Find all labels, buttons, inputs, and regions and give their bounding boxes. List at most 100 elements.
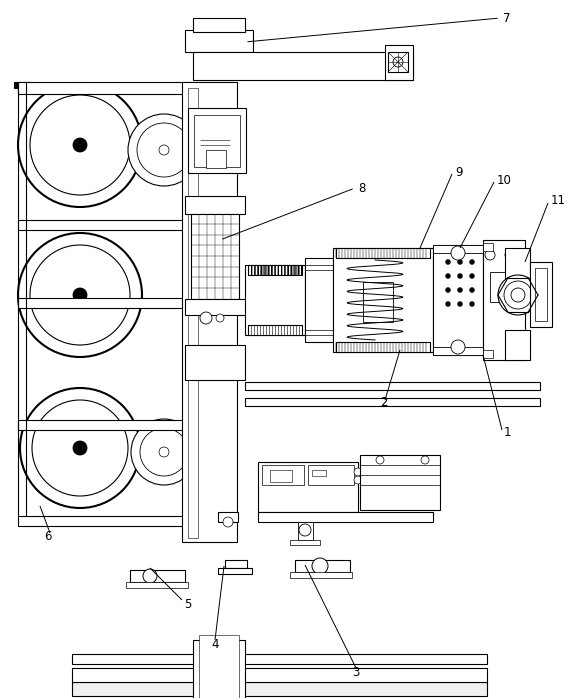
Circle shape <box>30 245 130 345</box>
Bar <box>188 88 198 538</box>
Bar <box>245 265 305 335</box>
Bar <box>308 465 354 485</box>
Bar <box>193 640 245 698</box>
Circle shape <box>445 288 451 292</box>
Bar <box>305 258 333 342</box>
Circle shape <box>393 57 403 67</box>
Bar <box>530 262 552 327</box>
Bar <box>385 45 413 80</box>
Bar <box>130 570 185 582</box>
Bar <box>505 248 530 278</box>
Bar <box>483 240 525 360</box>
Bar <box>258 512 433 522</box>
Circle shape <box>470 260 475 265</box>
Circle shape <box>73 441 87 455</box>
Circle shape <box>421 456 429 464</box>
Bar <box>433 245 483 253</box>
Bar <box>262 465 304 485</box>
Bar <box>72 668 487 682</box>
Bar <box>185 345 245 380</box>
Bar <box>333 248 433 352</box>
Bar <box>193 18 245 32</box>
Circle shape <box>216 314 224 322</box>
Circle shape <box>445 302 451 306</box>
Bar <box>295 560 350 572</box>
Circle shape <box>18 83 142 207</box>
Text: 5: 5 <box>184 597 191 611</box>
Bar <box>72 654 487 664</box>
Circle shape <box>451 340 465 354</box>
Text: 8: 8 <box>358 181 366 195</box>
Circle shape <box>470 302 475 306</box>
Circle shape <box>159 447 169 457</box>
Circle shape <box>354 476 362 484</box>
Bar <box>225 560 247 568</box>
Text: 1: 1 <box>504 426 511 440</box>
Circle shape <box>470 274 475 279</box>
Circle shape <box>445 274 451 279</box>
Circle shape <box>140 428 188 476</box>
Bar <box>290 540 320 545</box>
Bar <box>245 382 540 390</box>
Bar <box>14 82 30 88</box>
Bar <box>18 298 198 308</box>
Bar <box>185 30 253 52</box>
Text: 4: 4 <box>211 637 219 651</box>
Circle shape <box>137 123 191 177</box>
Text: 2: 2 <box>380 396 388 410</box>
Bar <box>191 214 239 299</box>
Circle shape <box>143 569 157 583</box>
Bar <box>433 245 483 355</box>
Bar <box>194 115 240 167</box>
Circle shape <box>223 517 233 527</box>
Bar <box>336 342 430 352</box>
Bar <box>270 470 292 482</box>
Bar <box>72 682 487 696</box>
Circle shape <box>457 260 463 265</box>
Circle shape <box>18 233 142 357</box>
Circle shape <box>485 250 495 260</box>
Bar <box>188 108 246 173</box>
Circle shape <box>73 288 87 302</box>
Bar <box>218 568 252 574</box>
Bar <box>18 516 198 526</box>
Circle shape <box>30 95 130 195</box>
Text: 7: 7 <box>503 11 510 24</box>
Circle shape <box>159 145 169 155</box>
Circle shape <box>128 114 200 186</box>
Bar <box>433 347 483 355</box>
Circle shape <box>457 302 463 306</box>
Bar <box>248 325 302 335</box>
Text: 6: 6 <box>44 530 52 544</box>
Circle shape <box>131 419 197 485</box>
Circle shape <box>457 274 463 279</box>
Circle shape <box>299 524 311 536</box>
Bar <box>126 582 188 588</box>
Circle shape <box>200 312 212 324</box>
Circle shape <box>376 456 384 464</box>
Text: 11: 11 <box>551 193 566 207</box>
Text: 10: 10 <box>497 174 512 186</box>
Bar <box>18 220 198 230</box>
Bar <box>185 299 247 315</box>
Circle shape <box>354 468 362 476</box>
Bar <box>18 82 198 94</box>
Text: 9: 9 <box>455 165 463 179</box>
Bar <box>505 330 530 360</box>
Bar <box>193 52 413 80</box>
Circle shape <box>451 246 465 260</box>
Bar <box>245 398 540 406</box>
Bar <box>298 522 313 540</box>
Bar <box>312 470 326 476</box>
Bar <box>363 282 393 322</box>
Circle shape <box>457 288 463 292</box>
Bar <box>185 196 245 214</box>
Bar <box>483 243 493 251</box>
Circle shape <box>498 275 538 315</box>
Bar <box>336 248 430 258</box>
Bar <box>18 420 198 430</box>
Circle shape <box>505 250 515 260</box>
Circle shape <box>20 388 140 508</box>
Bar <box>360 455 440 510</box>
Bar <box>206 150 226 168</box>
